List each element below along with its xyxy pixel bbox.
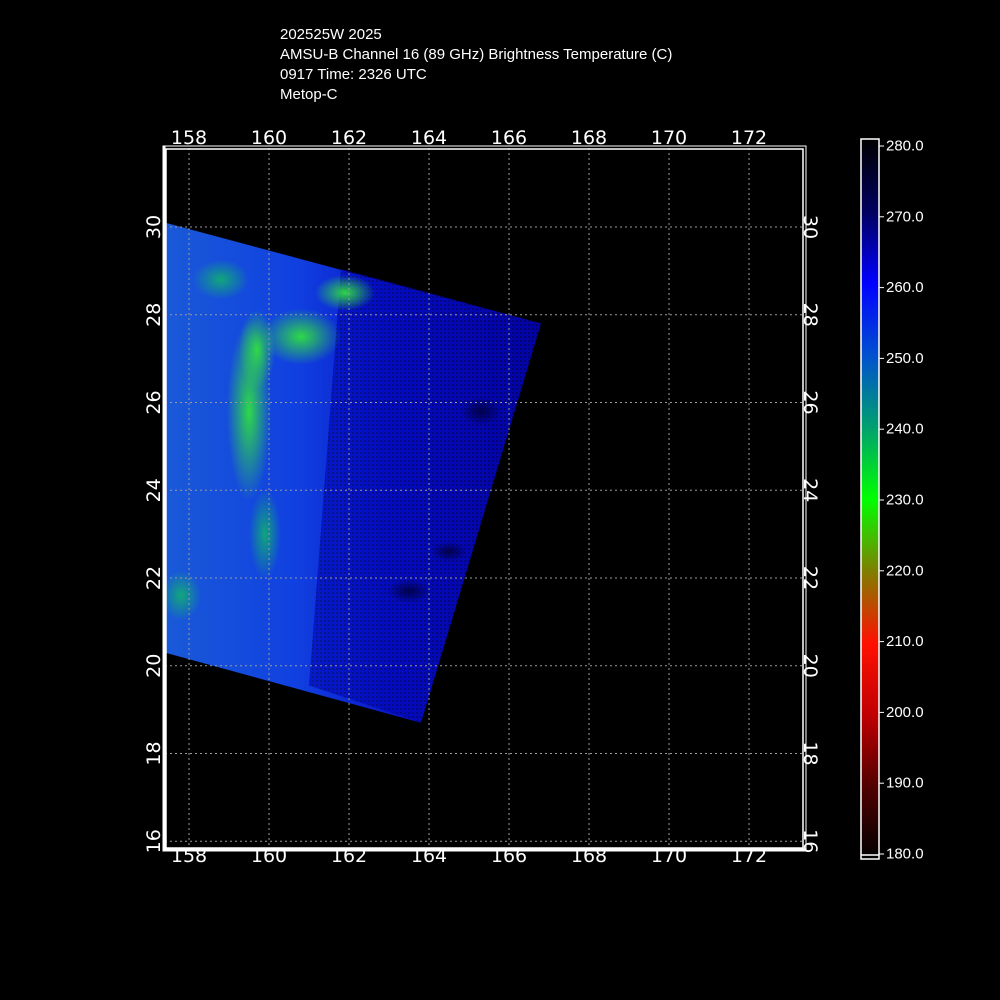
colorbar-label: 200.0 (886, 704, 924, 721)
colorbar-label: 210.0 (886, 633, 924, 650)
colorbar-label: 250.0 (886, 350, 924, 367)
green-arm-ne (315, 274, 375, 311)
satellite-title: Metop-C (280, 86, 338, 103)
axis-tick-labels: 158 158 160 160 162 162 164 164 166 166 168 168 170 1… (143, 127, 821, 867)
lat-tick-label-right: 16 (799, 829, 821, 853)
lon-tick-label-bottom: 168 (571, 845, 607, 867)
green-arm-east (261, 308, 341, 365)
teal-patch-sw (165, 570, 201, 621)
lat-tick-label-left: 24 (143, 478, 165, 502)
lon-tick-label-top: 170 (651, 127, 687, 149)
colorbar-ramp (860, 138, 880, 860)
lon-tick-label-top: 158 (171, 127, 207, 149)
dark-cell-1 (387, 579, 431, 604)
lat-tick-label-left: 20 (143, 654, 165, 678)
colorbar: 280.0 270.0 260.0 250.0 240.0 230.0 220.0 210.0… (860, 138, 924, 863)
lon-tick-label-bottom: 158 (171, 845, 207, 867)
lon-tick-label-top: 166 (491, 127, 527, 149)
colorbar-labels: 280.0 270.0 260.0 250.0 240.0 230.0 220.0 210.0… (879, 138, 924, 863)
lon-tick-label-top: 168 (571, 127, 607, 149)
lat-tick-label-left: 30 (143, 215, 165, 239)
lon-tick-label-bottom: 164 (411, 845, 447, 867)
lon-tick-label-bottom: 172 (731, 845, 767, 867)
lon-tick-label-bottom: 162 (331, 845, 367, 867)
lat-tick-label-right: 24 (799, 478, 821, 502)
storm-id-title: 202525W 2025 (280, 26, 382, 43)
lon-tick-label-top: 162 (331, 127, 367, 149)
lat-tick-label-left: 18 (143, 741, 165, 765)
lon-tick-label-bottom: 166 (491, 845, 527, 867)
lat-tick-label-left: 22 (143, 566, 165, 590)
colorbar-label: 220.0 (886, 562, 924, 579)
colorbar-label: 240.0 (886, 421, 924, 438)
lat-tick-label-left: 26 (143, 390, 165, 414)
data-layer (165, 222, 541, 723)
colorbar-label: 230.0 (886, 492, 924, 509)
swath-sparse-edge (309, 268, 541, 723)
dark-cell-3 (461, 397, 501, 426)
lat-tick-label-right: 26 (799, 390, 821, 414)
lon-tick-label-bottom: 160 (251, 845, 287, 867)
dark-cell-2 (431, 541, 467, 562)
lat-tick-label-right: 22 (799, 566, 821, 590)
lat-tick-label-right: 18 (799, 741, 821, 765)
lon-tick-label-top: 172 (731, 127, 767, 149)
lat-tick-label-right: 28 (799, 303, 821, 327)
map-gridlines (165, 148, 805, 850)
teal-band-south (249, 489, 281, 580)
lon-tick-label-top: 160 (251, 127, 287, 149)
lat-tick-label-right: 20 (799, 654, 821, 678)
colorbar-label: 280.0 (886, 138, 924, 155)
brightness-features (165, 259, 501, 621)
lon-tick-label-bottom: 170 (651, 845, 687, 867)
plot-frame-inner (165, 148, 804, 849)
colorbar-label: 190.0 (886, 775, 924, 792)
colorbar-label: 180.0 (886, 846, 924, 863)
colorbar-label: 270.0 (886, 208, 924, 225)
lon-tick-label-top: 164 (411, 127, 447, 149)
time-title: 0917 Time: 2326 UTC (280, 66, 427, 83)
colorbar-label: 260.0 (886, 279, 924, 296)
chart-header: 202525W 2025 AMSU-B Channel 16 (89 GHz) … (280, 25, 672, 105)
teal-patch-nw (193, 259, 249, 300)
lat-tick-label-left: 28 (143, 303, 165, 327)
lat-tick-label-right: 30 (799, 215, 821, 239)
product-title: AMSU-B Channel 16 (89 GHz) Brightness Te… (280, 46, 673, 63)
lat-tick-label-left: 16 (143, 829, 165, 853)
